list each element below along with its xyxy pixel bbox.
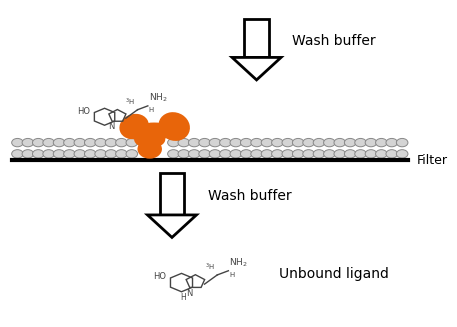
Ellipse shape (134, 130, 165, 148)
Circle shape (376, 138, 387, 147)
Circle shape (22, 138, 34, 147)
Circle shape (126, 150, 138, 158)
Text: H: H (229, 272, 234, 278)
Polygon shape (232, 58, 281, 80)
Circle shape (74, 150, 85, 158)
Circle shape (230, 138, 242, 147)
Polygon shape (160, 173, 184, 215)
Circle shape (271, 138, 283, 147)
Circle shape (324, 138, 335, 147)
Text: HO: HO (78, 107, 90, 116)
Circle shape (396, 138, 408, 147)
Circle shape (12, 150, 23, 158)
Circle shape (313, 150, 325, 158)
Circle shape (74, 138, 85, 147)
Circle shape (105, 138, 117, 147)
Text: $^3$H: $^3$H (205, 262, 215, 273)
Circle shape (178, 138, 190, 147)
Circle shape (178, 150, 190, 158)
Circle shape (355, 150, 367, 158)
Text: NH$_2$: NH$_2$ (149, 91, 167, 104)
Polygon shape (148, 215, 197, 237)
Circle shape (251, 138, 262, 147)
Text: $^3$H: $^3$H (126, 97, 135, 108)
Circle shape (345, 138, 356, 147)
Circle shape (376, 150, 387, 158)
Circle shape (168, 138, 179, 147)
Circle shape (126, 138, 138, 147)
Circle shape (292, 150, 304, 158)
Circle shape (282, 150, 293, 158)
Circle shape (355, 138, 367, 147)
Circle shape (240, 150, 252, 158)
Circle shape (365, 138, 377, 147)
Circle shape (386, 138, 398, 147)
Circle shape (209, 138, 221, 147)
Circle shape (85, 138, 96, 147)
Circle shape (345, 150, 356, 158)
Circle shape (303, 138, 314, 147)
Circle shape (396, 150, 408, 158)
Circle shape (292, 138, 304, 147)
Circle shape (220, 138, 231, 147)
Text: N: N (108, 122, 114, 131)
Circle shape (116, 138, 127, 147)
Circle shape (209, 150, 221, 158)
Circle shape (324, 150, 335, 158)
Text: H: H (181, 293, 186, 302)
Circle shape (386, 150, 398, 158)
Circle shape (53, 138, 65, 147)
Ellipse shape (135, 123, 173, 140)
Circle shape (199, 138, 210, 147)
Circle shape (251, 150, 262, 158)
Circle shape (282, 138, 293, 147)
Circle shape (12, 138, 23, 147)
Text: Wash buffer: Wash buffer (292, 34, 376, 48)
Circle shape (199, 150, 210, 158)
Ellipse shape (138, 139, 162, 159)
Circle shape (313, 138, 325, 147)
Text: Unbound ligand: Unbound ligand (279, 267, 389, 282)
Circle shape (32, 138, 44, 147)
Circle shape (22, 150, 34, 158)
Circle shape (240, 138, 252, 147)
Circle shape (365, 150, 377, 158)
Circle shape (64, 150, 75, 158)
Circle shape (32, 150, 44, 158)
Circle shape (43, 150, 54, 158)
Text: NH$_2$: NH$_2$ (229, 256, 248, 268)
Circle shape (168, 150, 179, 158)
Circle shape (334, 150, 345, 158)
Circle shape (271, 150, 283, 158)
Circle shape (85, 150, 96, 158)
Circle shape (95, 150, 106, 158)
Circle shape (334, 138, 345, 147)
Circle shape (95, 138, 106, 147)
Circle shape (64, 138, 75, 147)
Circle shape (188, 138, 200, 147)
Circle shape (105, 150, 117, 158)
Circle shape (230, 150, 242, 158)
Text: Wash buffer: Wash buffer (207, 189, 291, 203)
Text: H: H (149, 108, 154, 113)
Circle shape (53, 150, 65, 158)
Ellipse shape (159, 112, 190, 141)
Circle shape (261, 138, 273, 147)
Polygon shape (244, 19, 269, 58)
Circle shape (261, 150, 273, 158)
Circle shape (220, 150, 231, 158)
Circle shape (188, 150, 200, 158)
Text: Filter: Filter (417, 154, 448, 167)
Ellipse shape (119, 114, 149, 139)
Text: HO: HO (154, 272, 166, 281)
Circle shape (43, 138, 54, 147)
Text: N: N (186, 289, 193, 298)
Circle shape (303, 150, 314, 158)
Circle shape (116, 150, 127, 158)
